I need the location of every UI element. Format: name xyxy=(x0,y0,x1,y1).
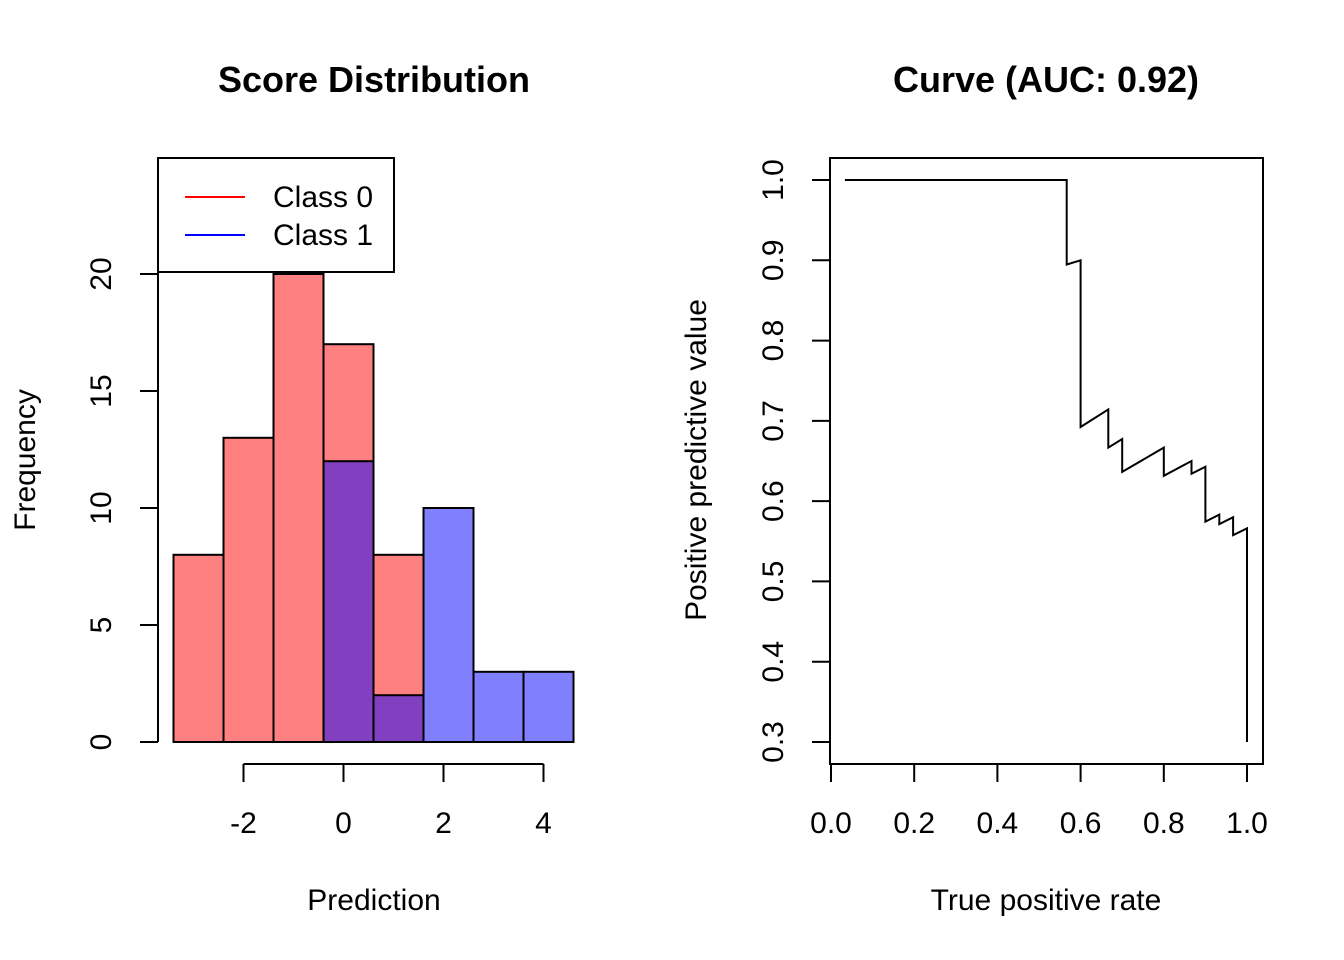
histogram-bar-class-0 xyxy=(272,273,325,743)
curve-x-tick-label: 0.2 xyxy=(893,807,935,840)
curve-y-tick-label: 0.7 xyxy=(757,400,790,442)
curve-panel: Curve (AUC: 0.92) 0.3 0.4 0.5 0.6 0.7 0.8 0.9 1… xyxy=(680,59,1268,917)
histogram-x-tick-label: 4 xyxy=(535,807,552,840)
histogram-bar-class-1 xyxy=(522,670,575,743)
histogram-x-tick-label: 2 xyxy=(435,807,452,840)
legend-label-class-1: Class 1 xyxy=(273,219,373,252)
histogram-x-ticks: -2 0 2 4 xyxy=(230,764,552,840)
curve-line xyxy=(844,179,1248,742)
histogram-bar-class-0 xyxy=(172,553,225,743)
histogram-bars xyxy=(172,273,575,744)
histogram-bar-class-1 xyxy=(322,460,375,743)
histogram-x-tick-label: -2 xyxy=(230,807,257,840)
histogram-x-tick-label: 0 xyxy=(335,807,352,840)
histogram-y-tick-label: 20 xyxy=(85,257,118,290)
histogram-y-label: Frequency xyxy=(9,389,42,531)
histogram-y-tick-label: 15 xyxy=(85,374,118,407)
curve-y-tick-label: 0.5 xyxy=(757,561,790,603)
curve-y-tick-label: 0.3 xyxy=(757,721,790,763)
histogram-y-ticks: 0 5 10 15 20 xyxy=(85,257,158,750)
curve-x-ticks: 0.0 0.2 0.4 0.6 0.8 1.0 xyxy=(810,764,1268,840)
curve-x-tick-label: 0.0 xyxy=(810,807,852,840)
histogram-panel: Score Distribution 0 5 10 15 20 -2 0 2 4 Predic… xyxy=(9,59,575,917)
curve-plot-frame xyxy=(829,157,1264,765)
histogram-y-tick-label: 10 xyxy=(85,491,118,524)
histogram-x-label: Prediction xyxy=(307,884,440,917)
legend-label-class-0: Class 0 xyxy=(273,181,373,214)
curve-x-tick-label: 1.0 xyxy=(1226,807,1268,840)
legend: Class 0 Class 1 xyxy=(157,157,395,273)
histogram-title: Score Distribution xyxy=(218,59,530,100)
curve-x-tick-label: 0.8 xyxy=(1143,807,1185,840)
curve-y-tick-label: 0.6 xyxy=(757,480,790,522)
curve-y-tick-label: 0.8 xyxy=(757,320,790,362)
histogram-y-tick-label: 5 xyxy=(85,617,118,634)
legend-box xyxy=(157,157,395,273)
histogram-bar-class-0 xyxy=(222,436,275,743)
curve-y-tick-label: 0.9 xyxy=(757,239,790,281)
histogram-bar-class-1 xyxy=(422,507,475,743)
histogram-y-tick-label: 0 xyxy=(85,734,118,751)
curve-y-tick-label: 0.4 xyxy=(757,641,790,683)
curve-y-ticks: 0.3 0.4 0.5 0.6 0.7 0.8 0.9 1.0 xyxy=(757,159,830,763)
curve-x-tick-label: 0.4 xyxy=(977,807,1019,840)
curve-title: Curve (AUC: 0.92) xyxy=(893,59,1199,100)
histogram-bar-class-1 xyxy=(472,670,525,743)
curve-y-label: Positive predictive value xyxy=(680,299,713,621)
curve-y-tick-label: 1.0 xyxy=(757,159,790,201)
histogram-bar-class-1 xyxy=(372,694,425,744)
curve-x-tick-label: 0.6 xyxy=(1060,807,1102,840)
curve-x-label: True positive rate xyxy=(931,884,1162,917)
